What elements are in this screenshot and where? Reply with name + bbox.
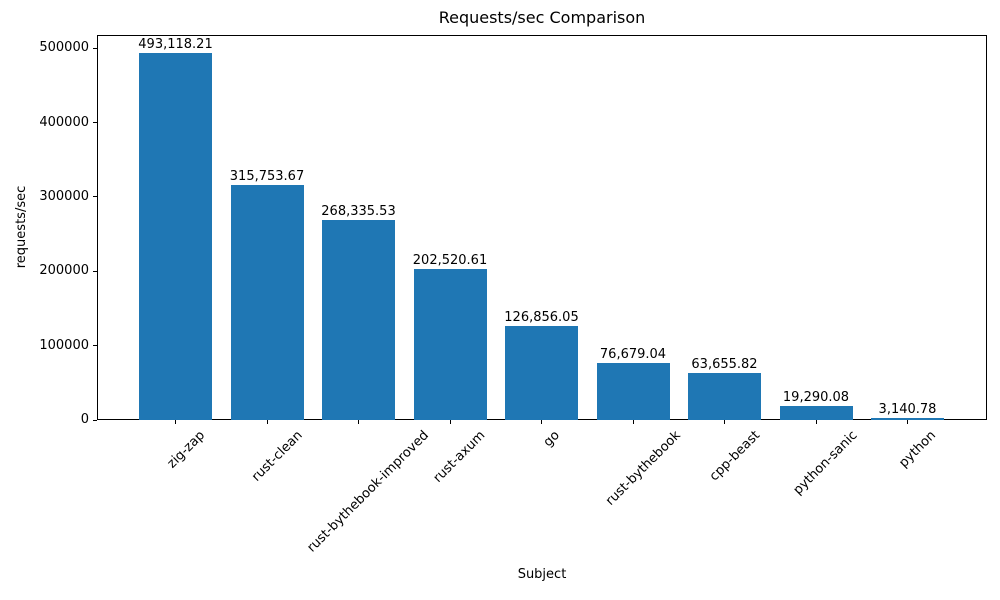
y-tick-mark xyxy=(93,419,97,421)
bar-value-label: 126,856.05 xyxy=(504,309,579,325)
x-tick-mark xyxy=(541,420,542,424)
bar xyxy=(596,362,670,420)
bar-value-label: 19,290.08 xyxy=(782,389,850,405)
x-tick-label: rust-bythebook xyxy=(602,428,684,509)
x-tick-mark xyxy=(724,420,725,424)
x-tick-mark xyxy=(358,420,359,424)
y-tick-mark xyxy=(93,270,97,272)
bar-value-label: 268,335.53 xyxy=(321,204,396,220)
bar xyxy=(505,325,578,420)
x-axis-label: Subject xyxy=(517,567,567,582)
x-tick-label: zig-zap xyxy=(164,428,208,472)
bar xyxy=(688,372,761,420)
y-tick-label: 500000 xyxy=(39,40,89,56)
bar-value-label: 202,520.61 xyxy=(412,253,488,269)
bar-value-label: 3,140.78 xyxy=(878,401,937,417)
bar-value-label: 315,753.67 xyxy=(229,169,305,185)
x-tick-label: rust-clean xyxy=(248,428,306,485)
y-tick-label: 400000 xyxy=(39,114,89,130)
x-tick-label: rust-axum xyxy=(430,428,489,486)
x-tick-mark xyxy=(632,420,634,424)
bar-value-label: 76,679.04 xyxy=(599,346,667,362)
bar xyxy=(230,185,304,420)
y-tick-mark xyxy=(93,196,97,198)
y-tick-label: 200000 xyxy=(39,263,89,279)
x-tick-label: python-sanic xyxy=(790,428,861,498)
x-tick-mark xyxy=(175,420,176,424)
x-tick-mark xyxy=(449,420,451,424)
y-tick-label: 300000 xyxy=(39,188,89,204)
x-tick-label: go xyxy=(540,428,563,451)
x-tick-mark xyxy=(907,420,908,424)
bar xyxy=(779,405,853,420)
bar xyxy=(413,269,487,420)
x-tick-label: python xyxy=(896,428,940,471)
y-tick-label: 100000 xyxy=(39,337,89,353)
bar xyxy=(322,220,395,420)
chart-title: Requests/sec Comparison xyxy=(438,8,646,27)
x-tick-label: rust-bythebook-improved xyxy=(304,428,433,556)
bar xyxy=(871,417,944,420)
bar-value-label: 63,655.82 xyxy=(691,356,758,372)
y-tick-mark xyxy=(93,122,97,124)
x-tick-mark xyxy=(815,420,817,424)
bar-value-label: 493,118.21 xyxy=(138,37,213,53)
bar xyxy=(139,53,212,420)
x-tick-mark xyxy=(266,420,268,424)
y-tick-label: 0 xyxy=(80,412,89,427)
y-tick-mark xyxy=(93,345,97,347)
y-tick-mark xyxy=(93,47,97,49)
x-tick-label: cpp-beast xyxy=(706,428,763,485)
